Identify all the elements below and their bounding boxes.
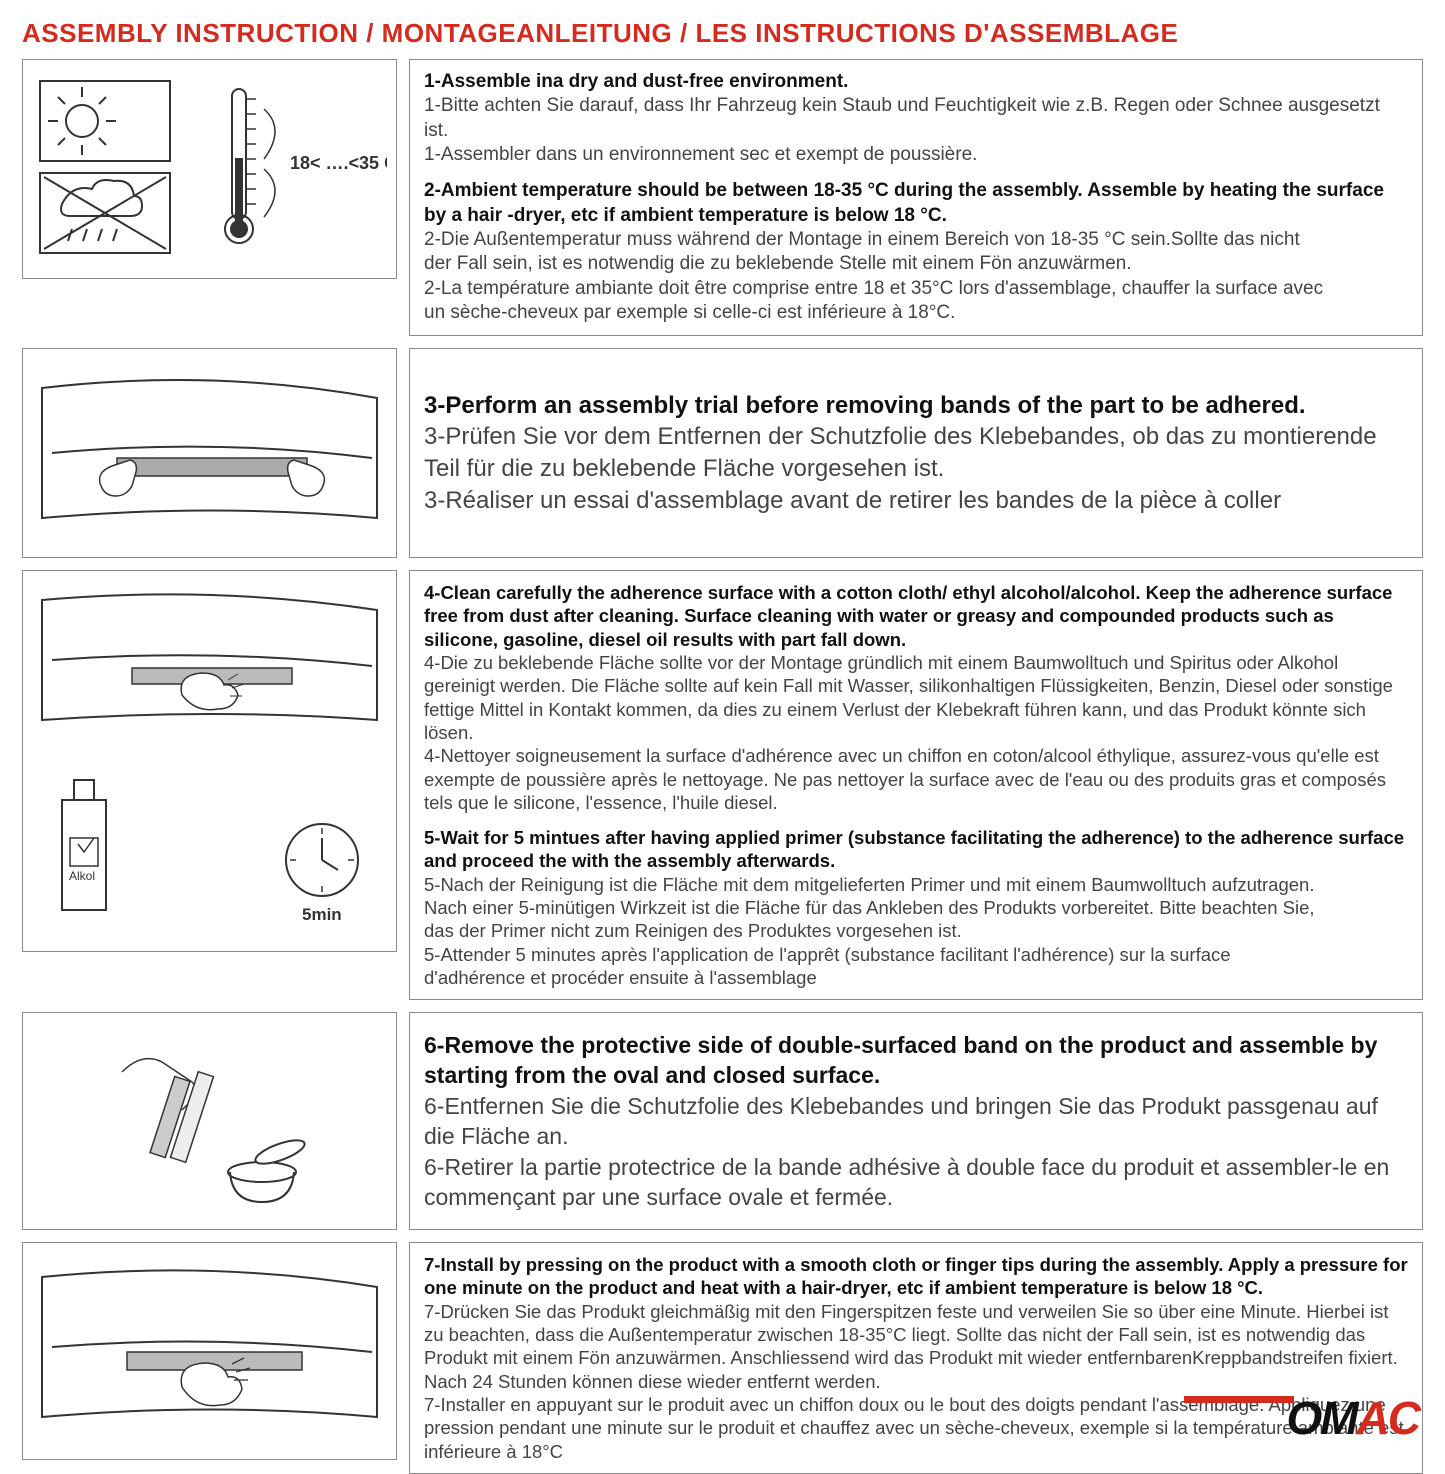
step-3-de: 3-Prüfen Sie vor dem Entfernen der Schut… (424, 421, 1408, 484)
step-6-illustration (22, 1012, 397, 1230)
step-2-de-a: 2-Die Außentemperatur muss während der M… (424, 228, 1408, 252)
step-2-de-b: der Fall sein, ist es notwendig die zu b… (424, 252, 1408, 276)
step-4-fr: 4-Nettoyer soigneusement la surface d'ad… (424, 744, 1408, 814)
step-2-bold: 2-Ambient temperature should be between … (424, 179, 1408, 228)
step-6-fr: 6-Retirer la partie protectrice de la ba… (424, 1152, 1408, 1213)
step-4-de: 4-Die zu beklebende Fläche sollte vor de… (424, 651, 1408, 744)
step-3-bold: 3-Perform an assembly trial before remov… (424, 390, 1408, 422)
step-7-illustration (22, 1242, 397, 1460)
step-1-illustration: 18< ….<35 C (22, 59, 397, 279)
step-1-de: 1-Bitte achten Sie darauf, dass Ihr Fahr… (424, 94, 1408, 143)
logo-line-icon (1184, 1396, 1294, 1403)
step-3-illustration (22, 348, 397, 558)
step-5-de-c: das der Primer nicht zum Reinigen des Pr… (424, 919, 1408, 942)
step-6-de: 6-Entfernen Sie die Schutzfolie des Kleb… (424, 1091, 1408, 1152)
step-5-fr-b: d'adhérence et procéder ensuite à l'asse… (424, 966, 1408, 989)
step-2-fr-a: 2-La température ambiante doit être comp… (424, 277, 1408, 301)
step-5-fr-a: 5-Attender 5 minutes après l'application… (424, 943, 1408, 966)
step-4-5-text: 4-Clean carefully the adherence surface … (409, 570, 1423, 1000)
step-3-fr: 3-Réaliser un essai d'assemblage avant d… (424, 485, 1408, 517)
step-4-bold: 4-Clean carefully the adherence surface … (424, 581, 1408, 651)
svg-text:Alkol: Alkol (69, 869, 95, 883)
step-row-1: 18< ….<35 C 1-Assemble ina dry and dust-… (22, 59, 1423, 336)
step-5-de-a: 5-Nach der Reinigung ist die Fläche mit … (424, 873, 1408, 896)
step-7-de: 7-Drücken Sie das Produkt gleichmäßig mi… (424, 1300, 1408, 1393)
step-row-4: 6-Remove the protective side of double-s… (22, 1012, 1423, 1230)
step-5-bold: 5-Wait for 5 mintues after having applie… (424, 826, 1408, 873)
step-6-bold: 6-Remove the protective side of double-s… (424, 1030, 1408, 1091)
step-1-fr: 1-Assembler dans un environnement sec et… (424, 143, 1408, 167)
svg-text:18< ….<35 C: 18< ….<35 C (290, 153, 387, 173)
step-5-de-b: Nach einer 5-minütigen Wirkzeit ist die … (424, 896, 1408, 919)
logo-red: AC (1357, 1392, 1419, 1444)
brand-logo: OMAC (1184, 1391, 1419, 1445)
svg-text:5min: 5min (302, 905, 342, 924)
step-row-3: Alkol 5min 4-Clean carefully the adheren… (22, 570, 1423, 1000)
step-7-bold: 7-Install by pressing on the product wit… (424, 1253, 1408, 1300)
step-row-2: 3-Perform an assembly trial before remov… (22, 348, 1423, 558)
step-1-bold: 1-Assemble ina dry and dust-free environ… (424, 70, 1408, 94)
step-4-5-illustration: Alkol 5min (22, 570, 397, 952)
logo-black: OM (1286, 1392, 1356, 1444)
step-1-text: 1-Assemble ina dry and dust-free environ… (409, 59, 1423, 336)
page-title: ASSEMBLY INSTRUCTION / MONTAGEANLEITUNG … (22, 18, 1423, 49)
step-6-text: 6-Remove the protective side of double-s… (409, 1012, 1423, 1230)
step-3-text: 3-Perform an assembly trial before remov… (409, 348, 1423, 558)
step-2-fr-b: un sèche-cheveux par exemple si celle-ci… (424, 301, 1408, 325)
